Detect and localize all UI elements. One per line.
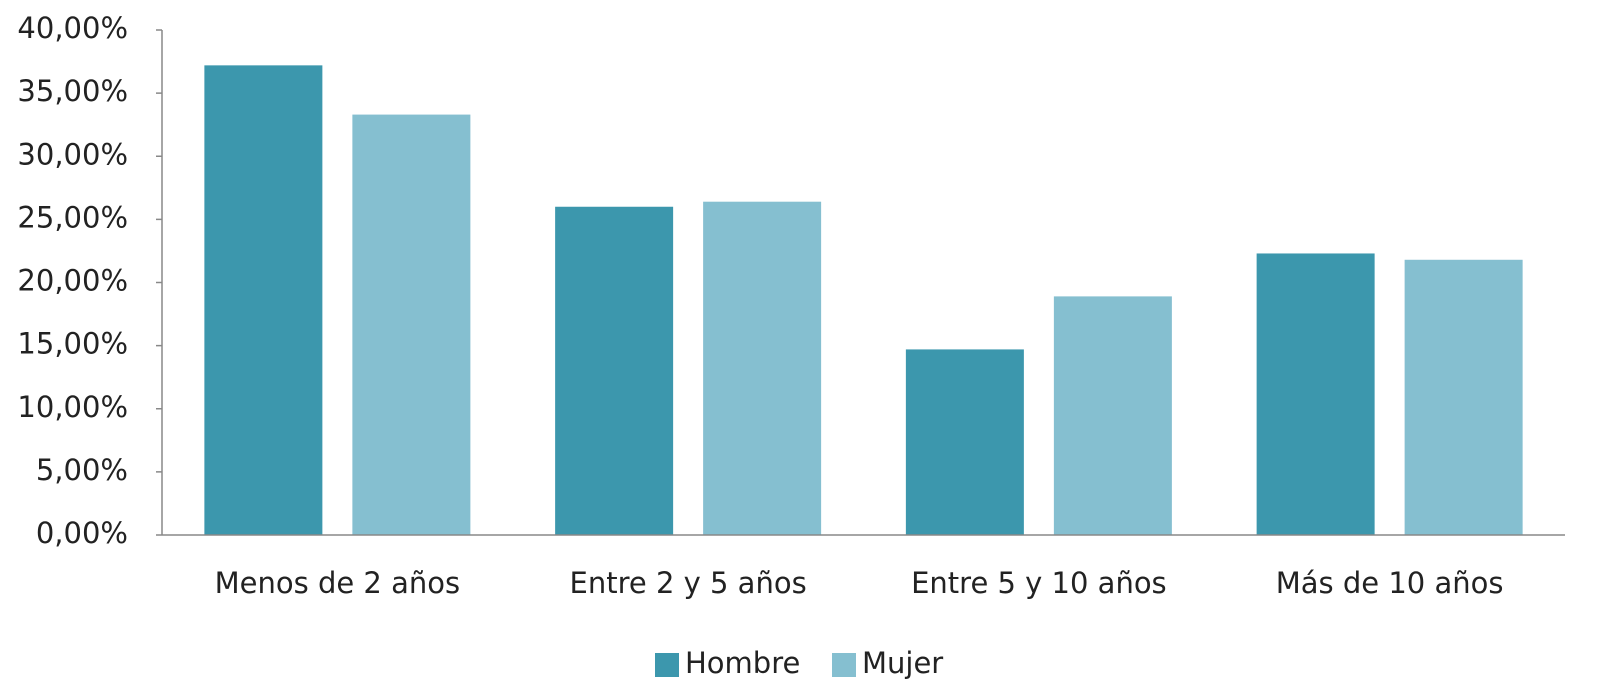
bar <box>1053 296 1172 535</box>
bar <box>1404 259 1523 535</box>
bar <box>905 349 1024 535</box>
x-tick-label: Menos de 2 años <box>215 566 460 600</box>
y-tick-label: 35,00% <box>17 74 128 108</box>
y-tick-label: 30,00% <box>17 137 128 171</box>
bar <box>555 206 674 535</box>
bar <box>1256 253 1375 535</box>
legend-label: Hombre <box>685 646 800 680</box>
y-tick-label: 15,00% <box>17 327 128 361</box>
bar <box>703 201 822 535</box>
y-tick-label: 5,00% <box>36 453 128 487</box>
x-tick-label: Entre 5 y 10 años <box>911 566 1167 600</box>
y-tick-label: 25,00% <box>17 200 128 234</box>
legend-swatch <box>655 653 679 677</box>
legend-swatch <box>832 653 856 677</box>
bar <box>204 65 323 535</box>
y-tick-label: 10,00% <box>17 390 128 424</box>
x-tick-label: Entre 2 y 5 años <box>570 566 807 600</box>
x-tick-label: Más de 10 años <box>1276 566 1504 600</box>
legend-label: Mujer <box>862 646 943 680</box>
y-tick-label: 40,00% <box>17 11 128 45</box>
bar <box>352 114 471 536</box>
y-tick-label: 20,00% <box>17 264 128 298</box>
y-tick-label: 0,00% <box>36 516 128 550</box>
